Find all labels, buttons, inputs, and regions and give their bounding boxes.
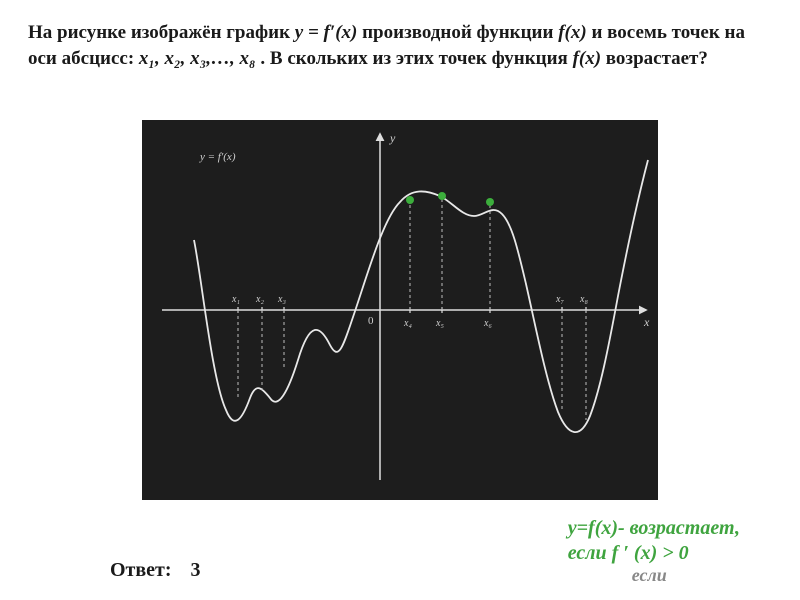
answer-label: Ответ: bbox=[110, 559, 172, 581]
q-func-label: f(x) bbox=[558, 22, 586, 43]
svg-text:x₁: x₁ bbox=[231, 294, 240, 305]
answer-value: 3 bbox=[191, 559, 201, 581]
svg-text:x: x bbox=[643, 315, 650, 329]
derivative-chart: y x 0 y = f′(x) x₁ x₂ x₃ x₄ x₅ x₆ x₇ x₈ bbox=[142, 120, 658, 500]
svg-text:x₄: x₄ bbox=[403, 318, 412, 329]
question-text: На рисунке изображён график y = f′(x) пр… bbox=[0, 0, 800, 71]
q-tail: возрастает? bbox=[606, 48, 708, 69]
svg-text:y = f′(x): y = f′(x) bbox=[199, 151, 236, 163]
answer-row: Ответ: 3 bbox=[110, 559, 201, 582]
hint-tail: если bbox=[632, 564, 740, 587]
hint-line-2: если f ′ (x) > 0 bbox=[568, 541, 740, 566]
svg-text:y: y bbox=[389, 131, 396, 145]
q-mid3: . В скольких из этих точек функция bbox=[260, 48, 572, 69]
svg-text:x₂: x₂ bbox=[255, 294, 264, 305]
svg-text:x₆: x₆ bbox=[483, 318, 492, 329]
svg-text:x₃: x₃ bbox=[277, 294, 286, 305]
q-mid1: производной функции bbox=[362, 22, 558, 43]
chart-svg: y x 0 y = f′(x) x₁ x₂ x₃ x₄ x₅ x₆ x₇ x₈ bbox=[142, 120, 658, 500]
hint-line-1: y=f(x)- возрастает, bbox=[568, 516, 740, 541]
hint-block: y=f(x)- возрастает, если f ′ (x) > 0 есл… bbox=[568, 516, 740, 587]
svg-text:x₈: x₈ bbox=[579, 294, 588, 305]
q-func-label-2: f(x) bbox=[573, 48, 601, 69]
q-graph-label: y = f′(x) bbox=[295, 22, 358, 43]
q-prefix: На рисунке изображён график bbox=[28, 22, 295, 43]
svg-text:x₅: x₅ bbox=[435, 318, 444, 329]
q-points-seq: x₁, x₂, x₃,…, x₈ bbox=[139, 48, 256, 69]
svg-text:x₇: x₇ bbox=[555, 294, 564, 305]
svg-text:0: 0 bbox=[368, 315, 374, 327]
